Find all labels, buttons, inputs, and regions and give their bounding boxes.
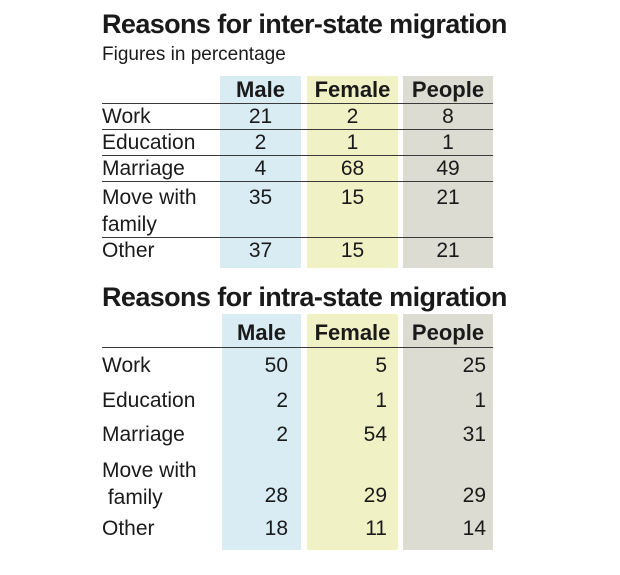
row-label: Marriage xyxy=(102,157,185,180)
data-cell-male: 35 xyxy=(248,186,273,209)
data-cell-male: 2 xyxy=(276,423,288,446)
row-label: Work xyxy=(102,354,151,377)
data-cell-people: 25 xyxy=(462,354,486,377)
data-cell-female: 11 xyxy=(365,517,387,540)
row-divider xyxy=(102,237,493,238)
column-background-people xyxy=(403,76,493,268)
data-cell-male: 4 xyxy=(254,157,267,180)
row-divider xyxy=(102,155,493,156)
row-label-line: Move with xyxy=(102,459,197,482)
table1-title: Reasons for inter-state migration xyxy=(102,9,507,39)
row-label-line: Move with xyxy=(102,186,197,209)
row-label: Marriage xyxy=(102,423,185,446)
row-label: Move with family xyxy=(102,184,232,238)
data-cell-female: 1 xyxy=(346,131,359,154)
data-cell-male: 37 xyxy=(248,239,273,262)
column-background-male xyxy=(222,314,301,550)
data-cell-male: 50 xyxy=(264,354,288,377)
data-cell-male: 21 xyxy=(248,105,273,128)
column-background-male xyxy=(220,76,301,268)
column-header-male: Male xyxy=(237,320,286,345)
row-label: Move with family xyxy=(102,457,232,511)
data-cell-people: 1 xyxy=(442,131,454,154)
column-background-female xyxy=(307,314,398,550)
data-cell-female: 29 xyxy=(363,484,387,507)
data-cell-people: 21 xyxy=(436,239,460,262)
data-cell-female: 15 xyxy=(340,186,365,209)
data-cell-people: 49 xyxy=(436,157,460,180)
data-cell-male: 18 xyxy=(264,517,288,540)
data-cell-female: 68 xyxy=(340,157,365,180)
data-cell-people: 8 xyxy=(442,105,454,128)
row-label: Work xyxy=(102,105,151,128)
table2-title: Reasons for intra-state migration xyxy=(102,282,507,312)
row-divider xyxy=(102,347,493,348)
data-cell-female: 15 xyxy=(340,239,365,262)
data-cell-male: 2 xyxy=(254,131,267,154)
row-divider xyxy=(102,103,493,104)
data-cell-people: 31 xyxy=(462,423,486,446)
row-label: Education xyxy=(102,389,196,412)
data-cell-male: 28 xyxy=(264,484,288,507)
column-header-people: People xyxy=(411,320,485,345)
row-label-line: family xyxy=(102,213,157,236)
row-divider xyxy=(102,181,493,182)
data-cell-people: 1 xyxy=(474,389,486,412)
data-cell-female: 2 xyxy=(346,105,359,128)
column-header-people: People xyxy=(411,77,485,102)
data-cell-female: 5 xyxy=(375,354,387,377)
data-cell-people: 14 xyxy=(462,517,486,540)
table1-subtitle: Figures in percentage xyxy=(102,44,286,65)
column-background-female xyxy=(307,76,398,268)
data-cell-female: 54 xyxy=(363,423,387,446)
data-cell-people: 29 xyxy=(462,484,486,507)
column-background-people xyxy=(403,314,493,550)
data-cell-people: 21 xyxy=(436,186,460,209)
row-label: Other xyxy=(102,517,155,540)
row-label: Education xyxy=(102,131,196,154)
column-header-male: Male xyxy=(236,77,285,102)
column-header-female: Female xyxy=(314,77,391,102)
row-label: Other xyxy=(102,239,155,262)
data-cell-male: 2 xyxy=(276,389,288,412)
row-divider xyxy=(102,129,493,130)
data-cell-female: 1 xyxy=(375,389,387,412)
row-label-line: family xyxy=(102,486,163,509)
column-header-female: Female xyxy=(314,320,391,345)
